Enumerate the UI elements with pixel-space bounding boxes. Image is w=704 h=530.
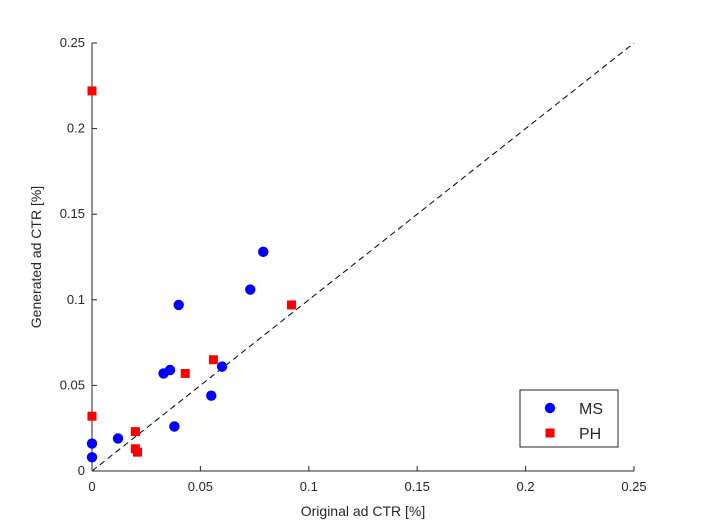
y-axis-label: Generated ad CTR [%] bbox=[28, 186, 44, 328]
diagonal-reference-line bbox=[91, 42, 635, 472]
legend-marker-ph bbox=[545, 428, 555, 438]
point-ms bbox=[173, 299, 184, 311]
data-points bbox=[86, 86, 296, 463]
point-ms bbox=[164, 364, 176, 376]
x-axis-label: Original ad CTR [%] bbox=[301, 503, 425, 519]
y-tick-label: 0.25 bbox=[60, 35, 85, 50]
point-ph bbox=[208, 355, 218, 365]
point-ph bbox=[130, 427, 140, 437]
legend-marker-ms bbox=[544, 402, 556, 414]
point-ms bbox=[169, 421, 180, 432]
point-ms bbox=[86, 452, 98, 463]
point-ms bbox=[216, 361, 228, 372]
point-ms bbox=[245, 284, 256, 295]
y-tick-label: 0.15 bbox=[60, 206, 85, 221]
point-ms bbox=[206, 390, 217, 401]
x-ticks: 0 0.05 0.1 0.15 0.2 0.25 bbox=[88, 466, 647, 494]
y-ticks: 0 0.05 0.1 0.15 0.2 0.25 bbox=[60, 35, 97, 478]
point-ms bbox=[258, 246, 269, 258]
point-ph bbox=[133, 447, 143, 457]
legend-label-ph: PH bbox=[579, 426, 601, 443]
legend-label-ms: MS bbox=[579, 401, 603, 418]
point-ms bbox=[112, 433, 124, 444]
y-tick-label: 0 bbox=[78, 463, 85, 478]
point-ph bbox=[87, 411, 97, 421]
point-ph bbox=[87, 86, 97, 96]
x-tick-label: 0.15 bbox=[405, 479, 430, 494]
y-tick-label: 0.05 bbox=[60, 377, 85, 392]
legend-box bbox=[519, 389, 619, 448]
point-ph bbox=[286, 300, 296, 310]
x-tick-label: 0.2 bbox=[517, 479, 535, 494]
x-tick-label: 0.1 bbox=[300, 479, 318, 494]
x-tick-label: 0.05 bbox=[188, 479, 213, 494]
y-tick-label: 0.2 bbox=[67, 121, 85, 136]
x-tick-label: 0.25 bbox=[621, 479, 646, 494]
point-ph bbox=[180, 368, 190, 378]
y-tick-label: 0.1 bbox=[67, 292, 85, 307]
x-tick-label: 0 bbox=[88, 479, 95, 494]
point-ms bbox=[86, 438, 98, 449]
legend: MS PH bbox=[519, 389, 619, 448]
